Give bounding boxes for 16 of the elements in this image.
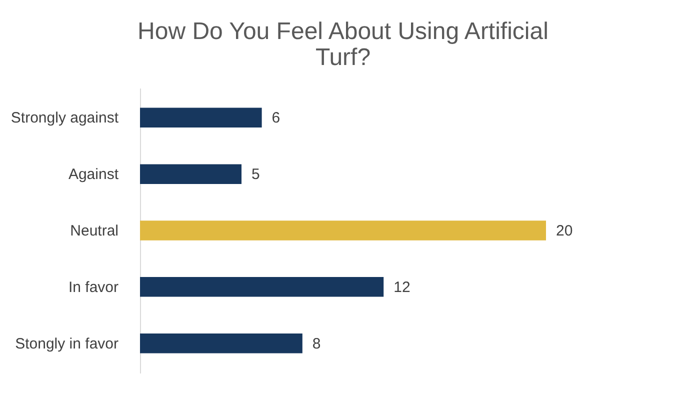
bar (140, 164, 242, 184)
y-tick-label: In favor (68, 278, 118, 296)
bar (140, 108, 262, 128)
data-label: 12 (394, 278, 410, 296)
bar (140, 220, 546, 240)
bar (140, 333, 302, 354)
y-tick-label: Strongly against (10, 110, 120, 127)
bar (140, 277, 384, 297)
data-label: 20 (556, 222, 573, 240)
y-tick-label: Against (68, 166, 120, 184)
data-label: 8 (312, 335, 321, 352)
chart-title: How Do You Feel About Using Artificial Turf? (138, 18, 548, 71)
data-label: 6 (272, 110, 280, 127)
data-label: 5 (252, 166, 260, 184)
y-tick-label: Stongly in favor (15, 335, 119, 352)
y-tick-label: Neutral (70, 222, 118, 240)
